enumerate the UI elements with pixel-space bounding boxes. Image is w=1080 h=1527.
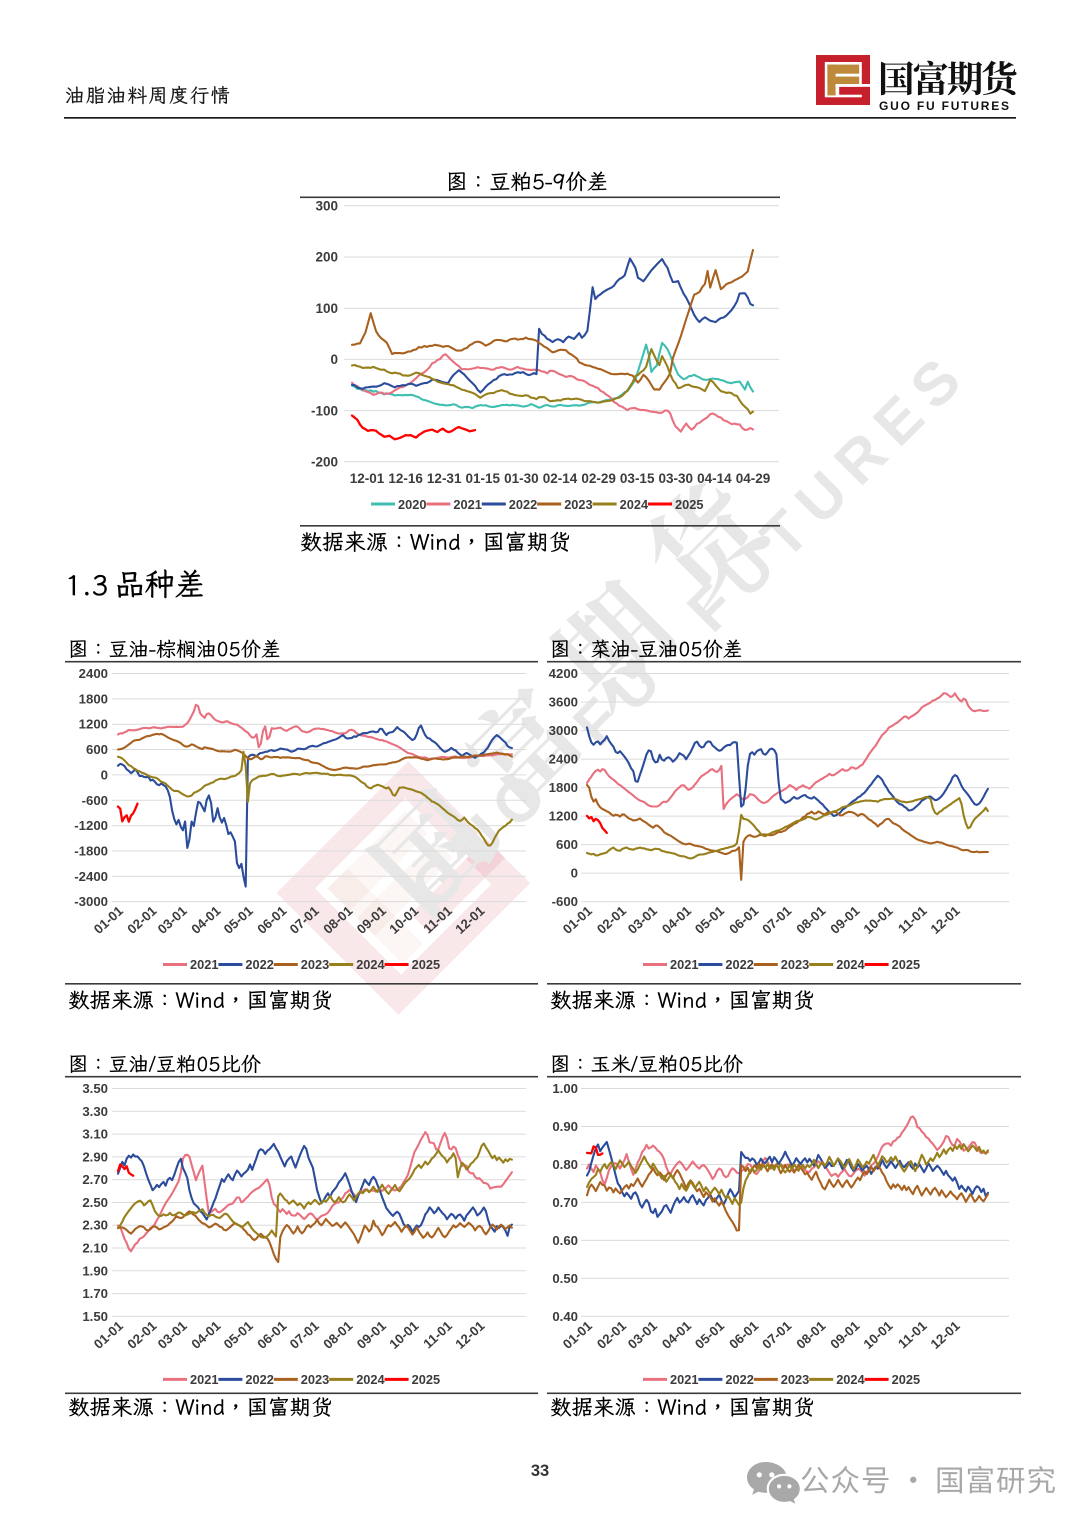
svg-text:2400: 2400: [549, 752, 578, 767]
svg-text:-100: -100: [311, 403, 338, 418]
svg-text:2022: 2022: [725, 957, 753, 972]
svg-text:03-15: 03-15: [620, 471, 655, 486]
svg-text:2021: 2021: [453, 497, 481, 512]
svg-text:03-30: 03-30: [659, 471, 694, 486]
svg-text:3000: 3000: [549, 723, 578, 738]
svg-text:2025: 2025: [892, 957, 920, 972]
svg-text:01-15: 01-15: [466, 471, 501, 486]
svg-text:0: 0: [571, 866, 578, 881]
svg-text:3600: 3600: [549, 695, 578, 710]
svg-text:2024: 2024: [620, 497, 649, 512]
svg-text:0.80: 0.80: [552, 1157, 578, 1172]
svg-text:2022: 2022: [725, 1372, 753, 1387]
svg-text:2021: 2021: [670, 1372, 698, 1387]
svg-text:04-29: 04-29: [736, 471, 771, 486]
svg-text:0.60: 0.60: [552, 1233, 578, 1248]
svg-text:2024: 2024: [356, 957, 385, 972]
svg-text:2021: 2021: [190, 957, 218, 972]
svg-text:2023: 2023: [781, 957, 809, 972]
svg-text:2023: 2023: [564, 497, 592, 512]
svg-text:2400: 2400: [79, 666, 108, 681]
svg-text:4200: 4200: [549, 666, 578, 681]
svg-text:2024: 2024: [356, 1372, 385, 1387]
svg-text:2024: 2024: [836, 1372, 865, 1387]
svg-text:2025: 2025: [412, 1372, 440, 1387]
svg-text:1.00: 1.00: [552, 1081, 578, 1096]
svg-text:-3000: -3000: [74, 894, 108, 909]
svg-text:2.10: 2.10: [82, 1241, 108, 1256]
svg-text:-1200: -1200: [74, 818, 108, 833]
svg-text:1200: 1200: [79, 717, 108, 732]
svg-text:02-14: 02-14: [543, 471, 578, 486]
svg-text:2023: 2023: [301, 957, 329, 972]
svg-text:2024: 2024: [836, 957, 865, 972]
svg-text:2.70: 2.70: [82, 1172, 108, 1187]
svg-text:-600: -600: [82, 793, 108, 808]
svg-text:1800: 1800: [79, 691, 108, 706]
svg-text:0.40: 0.40: [552, 1309, 578, 1324]
svg-text:1800: 1800: [549, 780, 578, 795]
svg-text:2025: 2025: [675, 497, 703, 512]
svg-text:300: 300: [315, 199, 338, 214]
svg-text:-1800: -1800: [74, 844, 108, 859]
svg-text:0.50: 0.50: [552, 1271, 578, 1286]
svg-text:12-01: 12-01: [350, 471, 385, 486]
svg-text:0.70: 0.70: [552, 1195, 578, 1210]
svg-text:0.90: 0.90: [552, 1119, 578, 1134]
svg-text:1.90: 1.90: [82, 1263, 108, 1278]
svg-text:2021: 2021: [670, 957, 698, 972]
svg-text:3.30: 3.30: [82, 1104, 108, 1119]
svg-text:1200: 1200: [549, 809, 578, 824]
svg-text:1.50: 1.50: [82, 1309, 108, 1324]
svg-text:0: 0: [330, 352, 338, 367]
svg-text:12-31: 12-31: [427, 471, 462, 486]
svg-text:2022: 2022: [245, 1372, 273, 1387]
svg-text:0: 0: [101, 767, 108, 782]
svg-text:3.50: 3.50: [82, 1081, 108, 1096]
svg-text:-600: -600: [552, 894, 578, 909]
svg-text:1.70: 1.70: [82, 1286, 108, 1301]
svg-text:600: 600: [86, 742, 108, 757]
svg-text:600: 600: [556, 837, 578, 852]
svg-text:02-29: 02-29: [581, 471, 616, 486]
svg-text:33: 33: [531, 1462, 549, 1480]
svg-text:04-14: 04-14: [697, 471, 732, 486]
svg-text:2.30: 2.30: [82, 1218, 108, 1233]
svg-text:2022: 2022: [245, 957, 273, 972]
svg-text:2020: 2020: [398, 497, 426, 512]
svg-text:12-16: 12-16: [388, 471, 423, 486]
svg-text:01-30: 01-30: [504, 471, 539, 486]
svg-text:GUO FU FUTURES: GUO FU FUTURES: [879, 99, 1011, 113]
svg-text:3.10: 3.10: [82, 1127, 108, 1142]
svg-text:2022: 2022: [509, 497, 537, 512]
svg-text:2.50: 2.50: [82, 1195, 108, 1210]
svg-text:100: 100: [315, 301, 338, 316]
svg-text:2025: 2025: [892, 1372, 920, 1387]
svg-text:200: 200: [315, 250, 338, 265]
svg-text:2025: 2025: [412, 957, 440, 972]
svg-text:-200: -200: [311, 455, 338, 470]
svg-text:2023: 2023: [301, 1372, 329, 1387]
svg-text:-2400: -2400: [74, 869, 108, 884]
svg-text:2021: 2021: [190, 1372, 218, 1387]
svg-text:2.90: 2.90: [82, 1149, 108, 1164]
svg-text:2023: 2023: [781, 1372, 809, 1387]
